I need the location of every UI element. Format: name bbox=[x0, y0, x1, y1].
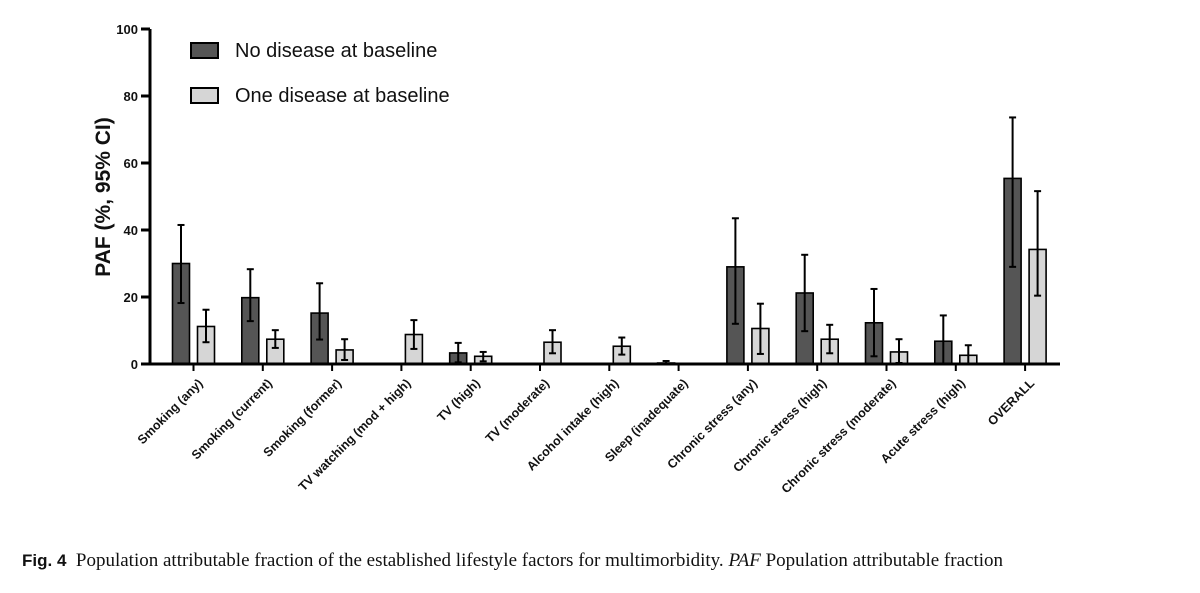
caption-text: Population attributable fraction of the … bbox=[75, 550, 724, 571]
legend-swatch-series-1 bbox=[190, 42, 219, 59]
x-tick-label: Smoking (any) bbox=[135, 376, 206, 447]
legend-label-series-2: One disease at baseline bbox=[235, 85, 450, 107]
x-tick-label: TV watching (mod + high) bbox=[296, 376, 414, 494]
y-tick-label: 20 bbox=[124, 290, 138, 305]
caption-text-end: Population attributable fraction bbox=[765, 550, 1003, 571]
y-tick-label: 0 bbox=[131, 357, 138, 372]
legend-label-series-1: No disease at baseline bbox=[235, 40, 437, 62]
y-tick-label: 80 bbox=[124, 89, 138, 104]
figure-caption: Fig. 4 Population attributable fraction … bbox=[22, 550, 1003, 572]
x-tick-labels: Smoking (any)Smoking (current)Smoking (f… bbox=[135, 376, 1038, 496]
figure-label: Fig. 4 bbox=[22, 551, 67, 570]
y-tick-label: 100 bbox=[116, 22, 138, 37]
chart: 0 20 40 60 80 100 Smoking (any)Smoking (curre… bbox=[92, 22, 1060, 496]
y-tick-label: 40 bbox=[124, 223, 138, 238]
bars bbox=[171, 116, 1047, 365]
x-tick-label: OVERALL bbox=[985, 376, 1037, 428]
x-tick-label: TV (moderate) bbox=[483, 376, 552, 445]
y-axis-title: PAF (%, 95% CI) bbox=[92, 117, 115, 276]
x-tick-label: Chronic stress (moderate) bbox=[779, 376, 899, 496]
caption-abbr: PAF bbox=[728, 550, 761, 571]
legend: No disease at baseline One disease at ba… bbox=[190, 40, 450, 107]
legend-swatch-series-2 bbox=[190, 87, 219, 104]
x-tick-label: TV (high) bbox=[435, 376, 483, 424]
y-tick-label: 60 bbox=[124, 156, 138, 171]
